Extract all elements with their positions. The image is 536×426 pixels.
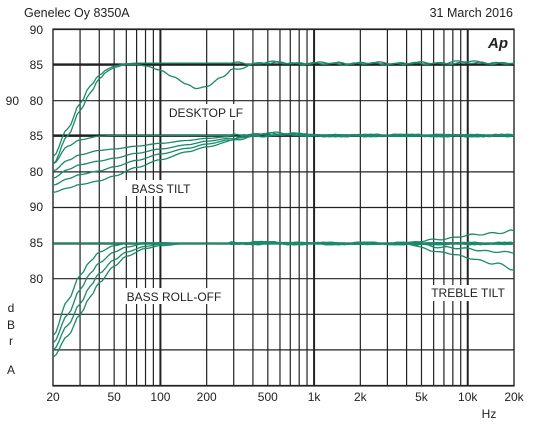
y-tick-label: 90 — [30, 23, 44, 37]
x-tick-label: 50 — [107, 390, 121, 404]
y-tick-label: 80 — [30, 94, 44, 108]
response-curve — [53, 241, 515, 271]
y-tick-label: 80 — [30, 165, 44, 179]
y-tick-label: 90 — [6, 94, 20, 108]
y-tick-label: 85 — [30, 129, 44, 143]
x-tick-label: 20 — [46, 390, 60, 404]
response-curves — [52, 60, 515, 358]
panel-label-desktop-lf: DESKTOP LF — [164, 104, 248, 120]
plot-frame — [52, 28, 515, 387]
y-tick-label: 85 — [30, 58, 44, 72]
x-tick-label: 500 — [258, 390, 278, 404]
y-tick-label: 85 — [30, 236, 44, 250]
header-title: Genelec Oy 8350A — [24, 6, 130, 20]
x-tick-label: 200 — [197, 390, 217, 404]
x-axis-label: Hz — [482, 407, 497, 421]
x-tick-label: 100 — [150, 390, 170, 404]
x-tick-labels: 20 50 100 200 500 1k 2k 5k 10k 20k — [46, 390, 524, 404]
response-curve — [52, 132, 515, 186]
y-unit-letter: r — [9, 334, 13, 348]
panel-title: TREBLE TILT — [431, 286, 505, 300]
ap-logo: Ap — [484, 31, 513, 52]
y-unit-letter: B — [7, 318, 15, 332]
x-tick-label: 2k — [354, 390, 368, 404]
x-tick-label: 5k — [415, 390, 429, 404]
panel-label-treble-tilt: TREBLE TILT — [425, 285, 511, 301]
header-date: 31 March 2016 — [430, 6, 513, 20]
panel-title: BASS ROLL-OFF — [127, 290, 222, 304]
response-curve — [52, 60, 515, 165]
panel-label-bass-roll-off: BASS ROLL-OFF — [119, 288, 229, 304]
y-tick-labels: 90 85 90 80 85 80 90 85 80 — [6, 23, 44, 286]
y-axis-unit: d B r A — [7, 301, 15, 377]
response-curve — [52, 132, 515, 179]
ap-logo-text: Ap — [487, 35, 508, 52]
x-tick-label: 20k — [504, 390, 524, 404]
y-tick-label: 90 — [30, 200, 44, 214]
x-tick-label: 10k — [458, 390, 478, 404]
y-unit-letter: d — [8, 301, 15, 315]
response-curve — [52, 132, 515, 193]
x-tick-label: 1k — [308, 390, 322, 404]
panel-label-bass-tilt: BASS TILT — [125, 180, 197, 196]
panel-title: BASS TILT — [132, 182, 192, 196]
y-tick-label: 80 — [30, 272, 44, 286]
panel-title: DESKTOP LF — [169, 106, 243, 120]
y-unit-letter: A — [7, 363, 15, 377]
